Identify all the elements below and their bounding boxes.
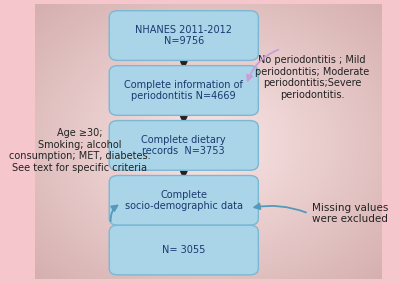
Text: Age ≥30;
Smoking; alcohol
consumption; MET, diabetes.
See text for specific crit: Age ≥30; Smoking; alcohol consumption; M… (9, 128, 150, 173)
Text: Complete dietary
records  N=3753: Complete dietary records N=3753 (142, 135, 226, 156)
FancyBboxPatch shape (109, 11, 258, 60)
FancyBboxPatch shape (109, 175, 258, 225)
Text: No periodontitis ; Mild
periodontitis; Moderate
periodontitis;Severe
periodontit: No periodontitis ; Mild periodontitis; M… (255, 55, 369, 100)
Text: N= 3055: N= 3055 (162, 245, 206, 255)
FancyBboxPatch shape (109, 121, 258, 170)
Text: Complete information of
periodontitis N=4669: Complete information of periodontitis N=… (124, 80, 243, 101)
Text: Complete
socio-demographic data: Complete socio-demographic data (125, 190, 243, 211)
Text: NHANES 2011-2012
N=9756: NHANES 2011-2012 N=9756 (135, 25, 232, 46)
Text: Missing values
were excluded: Missing values were excluded (312, 203, 388, 224)
FancyBboxPatch shape (109, 66, 258, 115)
FancyBboxPatch shape (109, 225, 258, 275)
